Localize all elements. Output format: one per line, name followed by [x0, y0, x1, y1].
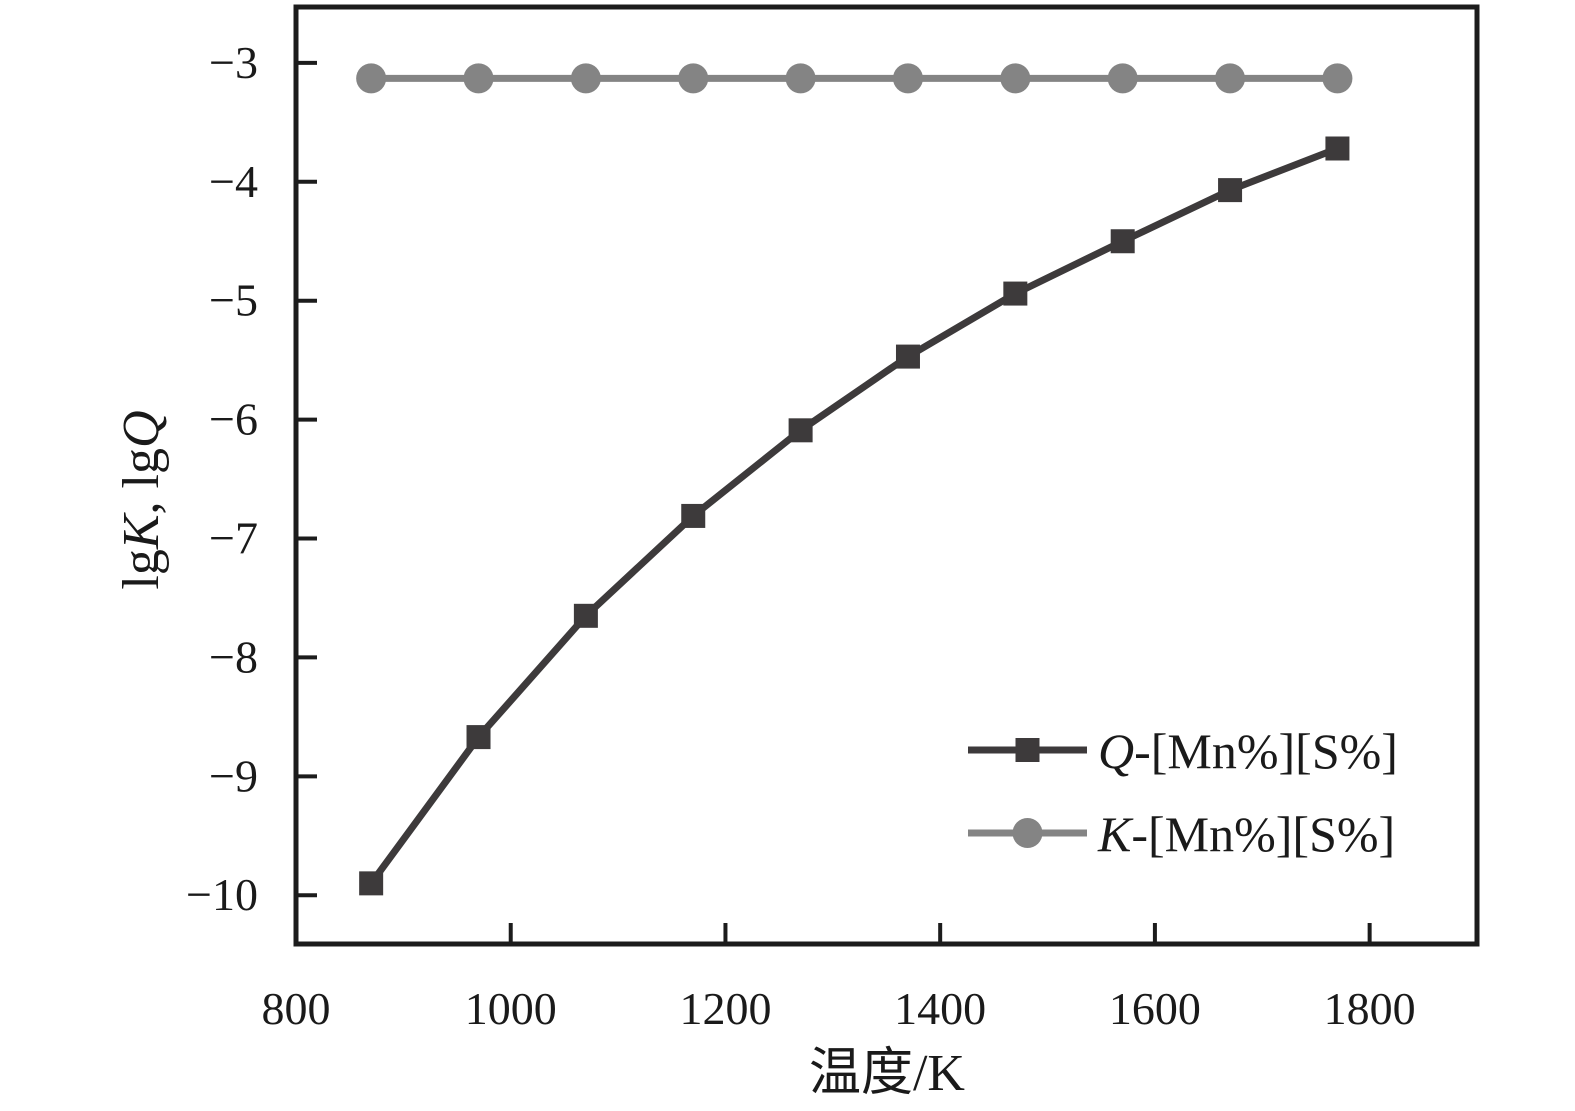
- legend: Q-[Mn%][S%] K-[Mn%][S%]: [968, 723, 1398, 862]
- data-point-marker: [681, 503, 706, 528]
- legend-item: K-[Mn%][S%]: [968, 806, 1395, 862]
- data-point-marker: [892, 63, 923, 94]
- data-point-marker: [570, 63, 601, 94]
- y-axis-ticks: −3 −4 −5 −6 −7 −8 −9 −10: [186, 37, 317, 920]
- data-point-marker: [1218, 178, 1243, 203]
- x-tick-label: 1000: [465, 983, 557, 1034]
- data-point-marker: [463, 63, 494, 94]
- x-tick-label: 1200: [679, 983, 771, 1034]
- series-Q: [359, 136, 1350, 896]
- series-layer: [356, 63, 1353, 896]
- y-tick-label: −9: [209, 750, 258, 801]
- x-axis-ticks: 800 1000 1200 1400 1600 1800: [262, 923, 1416, 1034]
- data-point-marker: [678, 63, 709, 94]
- legend-marker: [1015, 738, 1040, 762]
- x-tick-label: 1600: [1109, 983, 1201, 1034]
- y-tick-label: −4: [209, 156, 258, 207]
- data-point-marker: [359, 871, 384, 896]
- data-point-marker: [1110, 229, 1135, 254]
- data-point-marker: [1003, 281, 1028, 306]
- y-tick-label: −10: [186, 869, 258, 920]
- data-point-marker: [1325, 136, 1350, 161]
- data-point-marker: [1215, 63, 1246, 94]
- y-tick-label: −3: [209, 37, 258, 88]
- legend-label: K-[Mn%][S%]: [1097, 806, 1395, 862]
- y-axis-label: lgK, lgQ: [113, 410, 170, 589]
- y-tick-label: −8: [209, 631, 258, 682]
- data-point-marker: [785, 63, 816, 94]
- series-K: [356, 63, 1353, 94]
- data-point-marker: [466, 725, 491, 750]
- data-point-marker: [573, 603, 598, 628]
- series-line: [367, 145, 1341, 887]
- legend-marker: [1012, 818, 1043, 848]
- x-axis-label: 温度/K: [809, 1045, 965, 1102]
- data-point-marker: [356, 63, 387, 94]
- legend-label: Q-[Mn%][S%]: [1098, 723, 1398, 779]
- data-point-marker: [1322, 63, 1353, 94]
- data-point-marker: [1107, 63, 1138, 94]
- x-tick-label: 1800: [1324, 983, 1416, 1034]
- y-tick-label: −7: [209, 513, 258, 564]
- plot-frame: [293, 4, 1480, 947]
- data-point-marker: [788, 418, 813, 443]
- y-tick-label: −5: [209, 275, 258, 326]
- data-point-marker: [1000, 63, 1031, 94]
- x-tick-label: 800: [262, 983, 331, 1034]
- x-tick-label: 1400: [894, 983, 986, 1034]
- y-tick-label: −6: [209, 394, 258, 445]
- legend-item: Q-[Mn%][S%]: [968, 723, 1398, 779]
- data-point-marker: [895, 344, 920, 369]
